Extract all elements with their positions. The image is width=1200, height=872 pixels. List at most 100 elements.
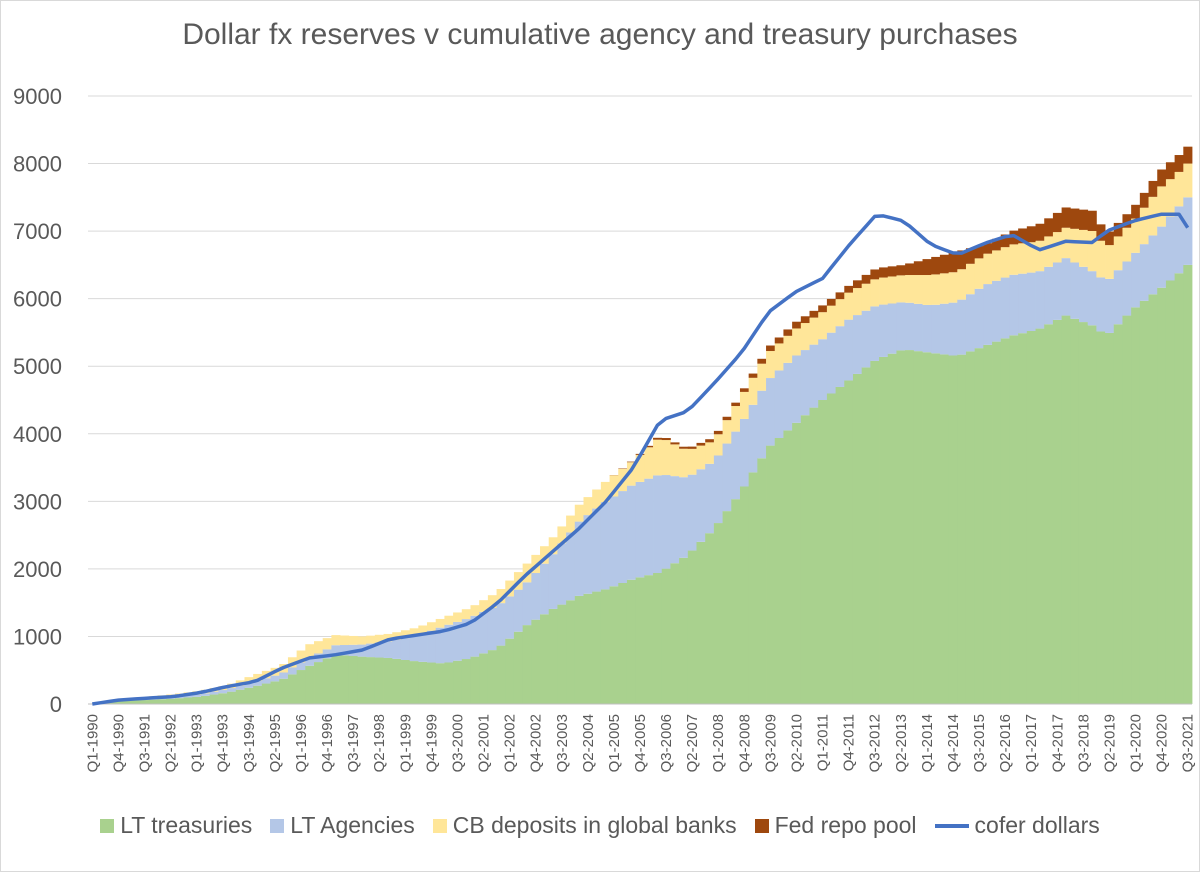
bar-lt_treasuries <box>140 700 150 704</box>
bar-cb_deposits <box>1131 218 1141 253</box>
bar-lt_agencies <box>600 502 610 590</box>
bar-fed_repo <box>861 274 871 284</box>
bar-cb_deposits <box>809 317 819 345</box>
bar-lt_agencies <box>1157 226 1167 288</box>
bar-lt_agencies <box>992 280 1002 342</box>
bar-cb_deposits <box>826 305 836 333</box>
bar-cb_deposits <box>1052 232 1062 263</box>
bar-lt_agencies <box>409 636 419 662</box>
bar-lt_agencies <box>183 695 193 698</box>
bar-lt_treasuries <box>809 407 819 704</box>
x-tick-label: Q3-2006 <box>658 714 675 772</box>
bar-fed_repo <box>818 305 828 313</box>
bar-cb_deposits <box>374 634 384 643</box>
bar-lt_treasuries <box>766 445 776 704</box>
bar-lt_treasuries <box>392 658 402 704</box>
bar-lt_treasuries <box>931 353 941 704</box>
bar-lt_treasuries <box>1018 333 1028 704</box>
x-tick-label: Q2-1992 <box>163 714 180 772</box>
x-tick-label: Q3-2009 <box>762 714 779 772</box>
bar-cb_deposits <box>931 274 941 305</box>
bar-fed_repo <box>905 263 915 276</box>
bar-fed_repo <box>1139 192 1149 208</box>
bar-lt_agencies <box>322 649 332 659</box>
bar-lt_treasuries <box>965 351 976 704</box>
bar-fed_repo <box>1183 146 1193 164</box>
bar-lt_treasuries <box>1035 328 1045 704</box>
bar-cb_deposits <box>783 335 793 363</box>
bar-fed_repo <box>809 310 819 318</box>
bar-lt_agencies <box>635 481 645 578</box>
bar-lt_agencies <box>235 685 245 690</box>
bar-fed_repo <box>965 248 976 264</box>
bar-lt_agencies <box>948 302 958 356</box>
bar-cb_deposits <box>626 462 637 486</box>
bar-lt_agencies <box>783 362 793 431</box>
bar-lt_agencies <box>670 476 680 564</box>
bar-cb_deposits <box>879 277 889 305</box>
bar-cb_deposits <box>687 448 697 475</box>
bar-fed_repo <box>1018 228 1028 244</box>
bar-cb_deposits <box>661 440 671 476</box>
bar-lt_agencies <box>261 678 271 684</box>
bar-lt_treasuries <box>1096 331 1106 704</box>
bar-lt_treasuries <box>992 341 1002 704</box>
bar-cb_deposits <box>479 600 489 612</box>
bar-cb_deposits <box>540 546 550 564</box>
x-tick-label: Q1-2008 <box>710 714 727 772</box>
bar-fed_repo <box>1131 204 1141 219</box>
y-tick-label: 0 <box>50 692 62 717</box>
bar-fed_repo <box>1113 222 1123 237</box>
bar-fed_repo <box>739 388 750 392</box>
bar-lt_treasuries <box>835 386 845 704</box>
bar-lt_treasuries <box>792 422 802 704</box>
bar-lt_treasuries <box>131 700 141 704</box>
bar-cb_deposits <box>748 377 758 405</box>
bar-lt_treasuries <box>731 499 741 704</box>
x-tick-label: Q4-2002 <box>528 714 545 772</box>
bar-lt_agencies <box>609 496 619 587</box>
bar-lt_treasuries <box>887 353 897 704</box>
bar-lt_agencies <box>957 299 967 355</box>
x-tick-label: Q1-1993 <box>189 714 206 772</box>
x-tick-label: Q4-2020 <box>1154 714 1171 772</box>
bar-cb_deposits <box>983 253 993 285</box>
bar-cb_deposits <box>974 258 984 289</box>
bar-cb_deposits <box>887 276 897 304</box>
x-tick-label: Q1-1999 <box>397 714 414 772</box>
bar-lt_treasuries <box>444 662 454 704</box>
bar-lt_agencies <box>644 478 654 576</box>
bar-lt_treasuries <box>435 663 445 704</box>
bar-cb_deposits <box>366 635 376 644</box>
bar-lt_treasuries <box>218 693 228 704</box>
legend-item-cb-deposits: CB deposits in global banks <box>432 812 737 839</box>
bar-fed_repo <box>992 238 1002 251</box>
bar-fed_repo <box>1035 223 1045 241</box>
bar-lt_treasuries <box>1078 322 1089 704</box>
x-tick-label: Q1-2014 <box>919 714 936 772</box>
bar-cb_deposits <box>1174 171 1184 207</box>
bar-lt_agencies <box>687 474 697 551</box>
bar-lt_agencies <box>887 303 897 354</box>
bar-lt_agencies <box>931 304 941 354</box>
bar-lt_agencies <box>496 603 506 646</box>
bar-cb_deposits <box>244 677 254 684</box>
bar-fed_repo <box>852 280 863 289</box>
bar-lt_treasuries <box>739 486 750 704</box>
bar-lt_agencies <box>487 607 497 651</box>
bar-lt_treasuries <box>287 674 298 704</box>
bar-lt_agencies <box>427 630 437 663</box>
bar-fed_repo <box>835 292 845 300</box>
bar-lt_agencies <box>1009 274 1019 336</box>
bar-cb_deposits <box>800 323 810 351</box>
bar-lt_agencies <box>192 694 202 697</box>
bar-lt_treasuries <box>513 631 524 704</box>
bar-lt_treasuries <box>1148 294 1158 704</box>
bar-cb_deposits <box>600 481 610 503</box>
bar-lt_treasuries <box>1131 307 1141 704</box>
bar-lt_treasuries <box>653 572 663 704</box>
bar-lt_treasuries <box>557 604 567 704</box>
bar-cb_deposits <box>331 635 341 646</box>
legend-swatch-fed-repo <box>754 818 769 833</box>
legend-label: Fed repo pool <box>774 812 917 838</box>
